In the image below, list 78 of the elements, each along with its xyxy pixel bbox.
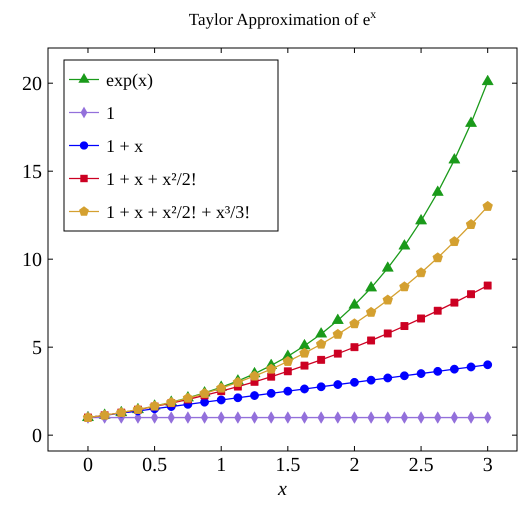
point	[417, 314, 426, 322]
point	[432, 186, 444, 196]
point	[334, 350, 342, 358]
point	[299, 348, 310, 358]
point	[267, 372, 276, 381]
point	[333, 380, 342, 389]
point	[484, 282, 492, 290]
x-axis-title: x	[277, 478, 288, 500]
legend-label: 1	[106, 102, 115, 123]
point	[348, 298, 360, 309]
point	[332, 328, 343, 339]
point	[366, 376, 376, 385]
point	[232, 376, 244, 387]
point	[266, 388, 276, 398]
point	[366, 306, 376, 317]
point	[233, 393, 242, 402]
x-tick-label: 2.5	[408, 454, 434, 476]
point	[284, 367, 292, 376]
point	[432, 252, 443, 262]
point	[365, 281, 377, 292]
x-tick-label: 1.5	[275, 454, 300, 476]
x-tick-label: 2	[349, 454, 360, 476]
point	[450, 298, 458, 307]
point	[466, 219, 476, 229]
point	[317, 356, 326, 364]
legend-label: 1 + x + x²/2!	[106, 168, 197, 189]
point	[349, 318, 360, 328]
point	[300, 384, 309, 394]
point	[398, 239, 410, 250]
legend-label: exp(x)	[106, 70, 153, 90]
point	[465, 116, 477, 127]
point	[300, 362, 308, 370]
point	[483, 360, 492, 370]
point	[367, 336, 376, 344]
point	[382, 294, 393, 304]
point	[450, 364, 459, 374]
point	[434, 306, 442, 315]
point	[382, 261, 394, 272]
point	[415, 214, 427, 224]
point	[298, 339, 310, 350]
point	[316, 338, 326, 349]
point	[350, 378, 359, 387]
point	[266, 364, 276, 374]
point	[282, 356, 294, 366]
point	[332, 314, 344, 324]
point	[482, 200, 493, 211]
x-tick-label: 0	[82, 454, 93, 476]
point	[400, 322, 408, 330]
y-tick-label: 20	[22, 73, 42, 96]
point	[350, 343, 358, 352]
point	[283, 386, 292, 396]
point	[448, 153, 460, 164]
point	[315, 327, 328, 338]
point	[482, 74, 494, 86]
point	[466, 362, 476, 372]
point	[433, 366, 442, 376]
y-tick-label: 0	[32, 425, 42, 448]
point	[383, 374, 392, 382]
point	[467, 290, 475, 298]
x-tick-label: 0.5	[142, 454, 168, 476]
legend-label: 1 + x	[106, 136, 144, 156]
y-tick-label: 15	[22, 161, 42, 184]
point	[416, 369, 426, 378]
x-tick-label: 3	[482, 454, 493, 476]
point	[250, 391, 259, 400]
x-tick-label: 1	[216, 454, 226, 476]
y-tick-label: 10	[22, 249, 42, 272]
legend-label: 1 + x + x²/2! + x³/3!	[106, 202, 250, 222]
point	[216, 396, 226, 404]
point	[449, 236, 460, 246]
point	[249, 370, 260, 380]
point	[416, 267, 426, 278]
y-tick-label: 5	[32, 337, 42, 360]
point	[399, 281, 410, 292]
point	[400, 371, 409, 380]
point	[316, 382, 326, 392]
chart-title: Taylor Approximation of e$^{x}$	[188, 7, 376, 29]
point	[384, 329, 392, 338]
